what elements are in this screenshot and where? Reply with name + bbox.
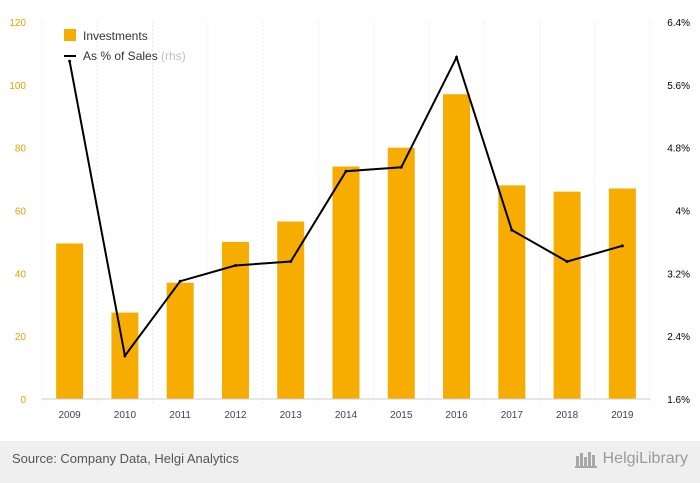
line-point-2016: [455, 55, 459, 59]
bar-2011: [166, 282, 194, 399]
bar-2013: [277, 221, 305, 399]
y-right-tick-label: 4%: [676, 207, 691, 218]
line-point-2009: [68, 59, 72, 63]
line-point-2015: [399, 165, 403, 169]
x-tick-label: 2017: [501, 410, 524, 421]
source-text: Source: Company Data, Helgi Analytics: [12, 451, 239, 466]
y-left-tick-label: 20: [15, 332, 27, 343]
y-left-tick-label: 100: [9, 81, 26, 92]
y-right-tick-label: 6.4%: [667, 18, 690, 29]
bar-2018: [553, 191, 581, 399]
investments-chart: 0 20 40 60 80 100 120 1.6% 2.4% 3.2% 4% 4.8% 5.6% 6.4…: [9, 18, 690, 421]
legend-series-name: As % of Sales: [83, 49, 158, 63]
y-right-tick-label: 4.8%: [667, 144, 690, 155]
brand-name: HelgiLibrary: [602, 450, 688, 467]
legend-label-percent-of-sales: As % of Sales (rhs): [83, 49, 186, 63]
axis-layer: 0 20 40 60 80 100 120 1.6% 2.4% 3.2% 4% 4.8% 5.6% 6.4…: [9, 18, 690, 421]
brand-block: HelgiLibrary: [574, 450, 688, 468]
bar-2019: [608, 188, 636, 399]
line-point-2013: [289, 260, 293, 264]
x-tick-label: 2016: [445, 410, 468, 421]
line-point-2010: [123, 354, 127, 358]
x-tick-label: 2011: [169, 410, 191, 421]
y-left-tick-label: 80: [15, 144, 27, 155]
bars-layer: [56, 94, 636, 399]
line-point-2017: [510, 228, 514, 232]
line-layer: [68, 54, 624, 359]
line-point-2014: [344, 169, 348, 173]
line-point-2019: [620, 244, 624, 248]
y-left-tick-label: 60: [15, 207, 27, 218]
x-tick-label: 2015: [390, 410, 413, 421]
x-tick-label: 2012: [224, 410, 247, 421]
x-tick-label: 2010: [114, 410, 137, 421]
line-point-2018: [565, 260, 569, 264]
bar-2014: [332, 166, 360, 399]
y-left-tick-label: 120: [9, 18, 26, 29]
legend-label-investments: Investments: [83, 29, 148, 43]
bar-2017: [498, 185, 526, 399]
chart-legend: Investments As % of Sales (rhs): [64, 29, 186, 63]
bar-2016: [443, 94, 471, 399]
line-point-2012: [233, 263, 237, 267]
y-left-tick-label: 0: [20, 395, 26, 406]
legend-rhs-suffix: (rhs): [161, 49, 186, 63]
legend-swatch-investments: [64, 29, 76, 41]
y-right-tick-label: 5.6%: [667, 81, 690, 92]
x-tick-label: 2018: [556, 410, 579, 421]
y-right-tick-label: 1.6%: [667, 395, 690, 406]
y-right-tick-label: 2.4%: [667, 332, 690, 343]
y-right-tick-label: 3.2%: [667, 269, 690, 280]
bar-2015: [387, 147, 415, 399]
y-left-tick-label: 40: [15, 269, 27, 280]
x-tick-label: 2013: [280, 410, 303, 421]
x-tick-label: 2014: [335, 410, 358, 421]
chart-footer: Source: Company Data, Helgi Analytics He…: [0, 441, 700, 483]
bar-2009: [56, 243, 84, 399]
x-tick-label: 2019: [611, 410, 634, 421]
library-logo-icon: [574, 452, 597, 468]
x-tick-label: 2009: [59, 410, 82, 421]
line-point-2011: [178, 279, 182, 283]
